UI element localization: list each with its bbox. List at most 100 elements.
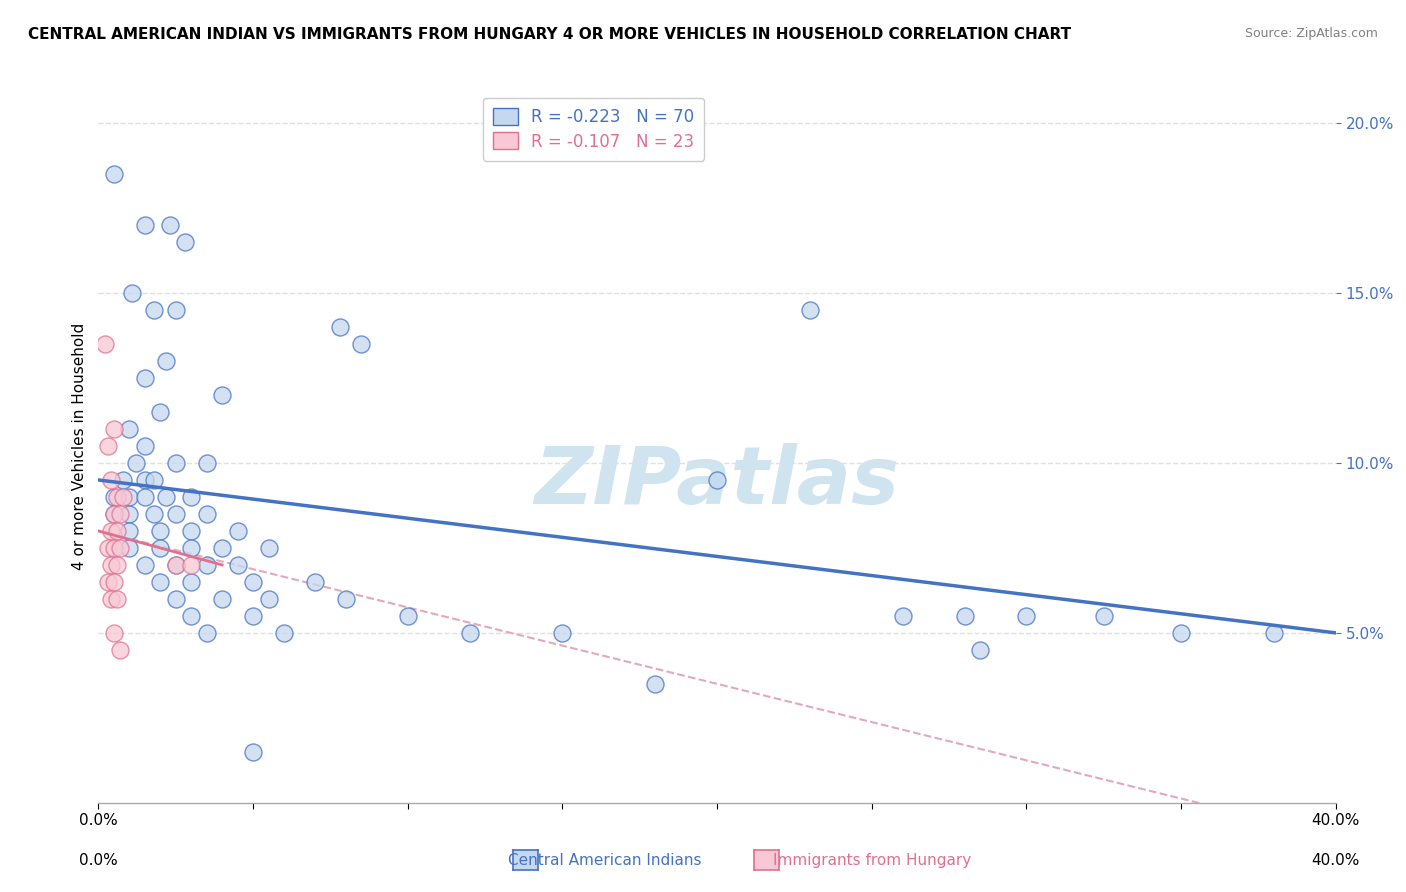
Point [1015,608,1038,623]
Point [706,473,728,487]
Point [143,473,166,487]
Point [226,524,249,538]
Point [149,405,172,419]
Point [105,524,128,538]
Point [105,558,128,572]
Point [335,591,357,606]
Point [100,524,122,538]
Point [100,558,122,572]
Point [103,167,125,181]
Text: CENTRAL AMERICAN INDIAN VS IMMIGRANTS FROM HUNGARY 4 OR MORE VEHICLES IN HOUSEHO: CENTRAL AMERICAN INDIAN VS IMMIGRANTS FR… [28,27,1071,42]
Point [242,574,264,589]
Point [143,303,166,318]
Point [103,574,125,589]
Point [329,320,352,334]
Point [242,608,264,623]
Legend: R = -0.223   N = 70, R = -0.107   N = 23: R = -0.223 N = 70, R = -0.107 N = 23 [482,97,704,161]
Point [103,507,125,521]
Point [211,591,233,606]
Point [165,456,187,470]
Text: ZIPatlas: ZIPatlas [534,442,900,521]
Point [273,626,295,640]
Point [149,574,172,589]
Point [108,507,131,521]
Point [103,422,125,436]
Point [304,574,326,589]
Point [100,591,122,606]
Point [174,235,197,249]
Point [180,574,202,589]
Point [118,524,141,538]
Point [226,558,249,572]
Point [211,388,233,402]
Point [149,541,172,555]
Point [195,626,218,640]
Point [644,677,666,691]
Point [143,507,166,521]
Point [105,591,128,606]
Point [103,490,125,504]
Point [953,608,976,623]
Point [118,490,141,504]
Point [124,456,146,470]
Point [134,218,156,232]
Point [165,507,187,521]
Point [134,371,156,385]
Point [134,490,156,504]
Text: Source: ZipAtlas.com: Source: ZipAtlas.com [1244,27,1378,40]
Text: 0.0%: 0.0% [79,854,118,868]
Point [551,626,574,640]
Point [97,541,120,555]
Point [165,591,187,606]
Point [165,303,187,318]
Point [195,507,218,521]
Point [112,473,135,487]
Point [211,541,233,555]
Point [1092,608,1115,623]
Point [134,558,156,572]
Point [1170,626,1192,640]
Point [165,558,187,572]
Point [103,626,125,640]
Point [1263,626,1285,640]
Point [891,608,914,623]
Point [155,354,177,368]
Point [180,558,202,572]
Point [180,490,202,504]
Point [180,524,202,538]
Y-axis label: 4 or more Vehicles in Household: 4 or more Vehicles in Household [72,322,87,570]
Point [257,591,280,606]
Point [165,558,187,572]
Text: Central American Indians: Central American Indians [508,854,702,868]
Point [118,507,141,521]
Text: Immigrants from Hungary: Immigrants from Hungary [772,854,972,868]
Point [134,439,156,453]
Point [105,490,128,504]
Point [195,558,218,572]
Point [100,473,122,487]
Point [97,574,120,589]
Point [108,643,131,657]
Point [134,473,156,487]
Point [118,422,141,436]
Point [969,643,991,657]
Point [257,541,280,555]
Point [149,524,172,538]
Point [799,303,821,318]
Point [93,337,115,351]
Point [103,541,125,555]
Point [118,541,141,555]
Text: 40.0%: 40.0% [1312,854,1360,868]
Point [159,218,181,232]
Point [180,608,202,623]
Point [242,745,264,759]
Point [180,541,202,555]
Point [108,541,131,555]
Point [458,626,481,640]
Point [396,608,419,623]
Point [350,337,373,351]
Point [112,490,135,504]
Point [155,490,177,504]
Point [103,507,125,521]
Point [195,456,218,470]
